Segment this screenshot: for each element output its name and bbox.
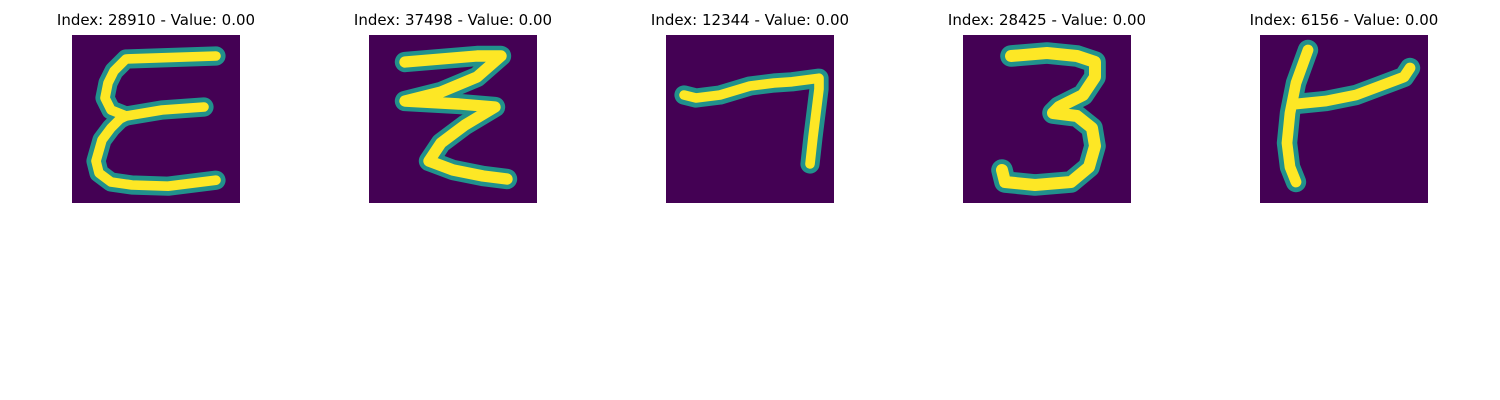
panel-4: Index: 28425 - Value: 0.00 [897,0,1197,210]
panel-2: Index: 37498 - Value: 0.00 [303,0,603,210]
panel-3: Index: 12344 - Value: 0.00 [600,0,900,210]
digit-image [963,35,1131,203]
stroke-core-2 [1290,62,1416,110]
digit-image [666,35,834,203]
stroke-group [1276,39,1421,193]
stroke-group [86,46,226,196]
digit-image [1260,35,1428,203]
panel-title: Index: 37498 - Value: 0.00 [353,11,553,29]
stroke-core [1281,44,1314,188]
stroke-group [394,45,518,190]
stroke-core [399,50,513,185]
panel-title: Index: 6156 - Value: 0.00 [1249,11,1439,29]
stroke-group [674,68,829,174]
stroke-core [996,47,1101,191]
panel-title: Index: 28425 - Value: 0.00 [947,11,1147,29]
stroke-core [679,73,824,169]
digit-image [369,35,537,203]
stroke-core [91,51,221,191]
panel-5: Index: 6156 - Value: 0.00 [1194,0,1494,210]
panel-title: Index: 28910 - Value: 0.00 [56,11,256,29]
stroke-core-2 [121,102,209,121]
stroke-group [991,42,1106,196]
panel-1: Index: 28910 - Value: 0.00 [6,0,306,210]
panel-title: Index: 12344 - Value: 0.00 [650,11,850,29]
digit-image [72,35,240,203]
